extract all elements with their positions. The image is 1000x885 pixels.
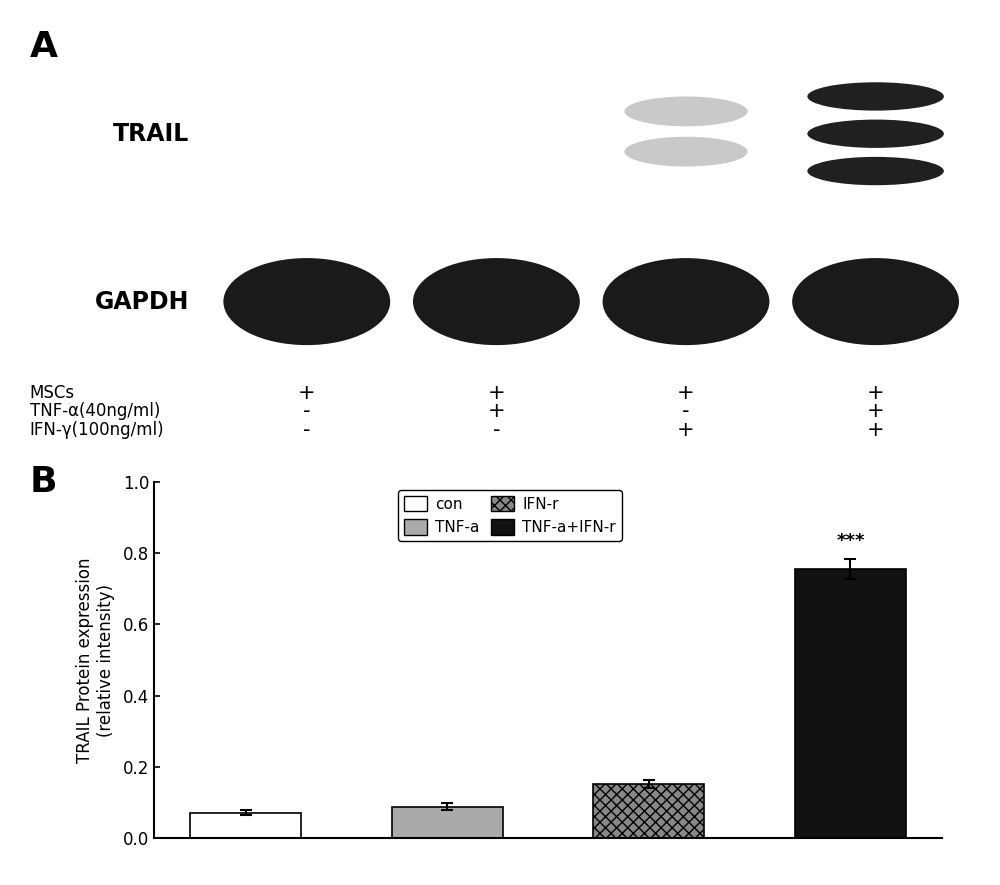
Text: ***: *** [836,532,865,550]
Legend: con, TNF-a, IFN-r, TNF-a+IFN-r: con, TNF-a, IFN-r, TNF-a+IFN-r [398,489,622,542]
Text: -: - [682,402,690,421]
Text: -: - [493,420,500,440]
Y-axis label: TRAIL Protein expression
(relative intensity): TRAIL Protein expression (relative inten… [76,558,115,763]
Text: +: + [677,420,695,440]
Text: +: + [867,383,884,403]
Text: -: - [303,420,311,440]
Text: GAPDH: GAPDH [95,289,189,313]
Text: +: + [867,420,884,440]
Text: +: + [488,383,505,403]
Text: +: + [298,383,316,403]
Text: +: + [867,402,884,421]
Text: +: + [488,402,505,421]
Ellipse shape [807,82,944,111]
Ellipse shape [624,136,748,166]
Text: B: B [30,466,57,499]
Bar [593,784,704,838]
Bar [190,812,301,838]
Ellipse shape [807,119,944,148]
Text: MSCs: MSCs [30,384,75,402]
Text: +: + [677,383,695,403]
Bar [795,569,906,838]
Text: TRAIL: TRAIL [113,122,189,146]
Text: TNF-α(40ng/ml): TNF-α(40ng/ml) [30,403,160,420]
Ellipse shape [223,258,390,345]
Ellipse shape [624,96,748,127]
Ellipse shape [603,258,769,345]
Ellipse shape [807,157,944,185]
Ellipse shape [413,258,580,345]
Text: -: - [303,402,311,421]
Text: IFN-γ(100ng/ml): IFN-γ(100ng/ml) [30,421,164,439]
Bar [392,807,503,838]
Ellipse shape [792,258,959,345]
Text: A: A [30,30,58,64]
